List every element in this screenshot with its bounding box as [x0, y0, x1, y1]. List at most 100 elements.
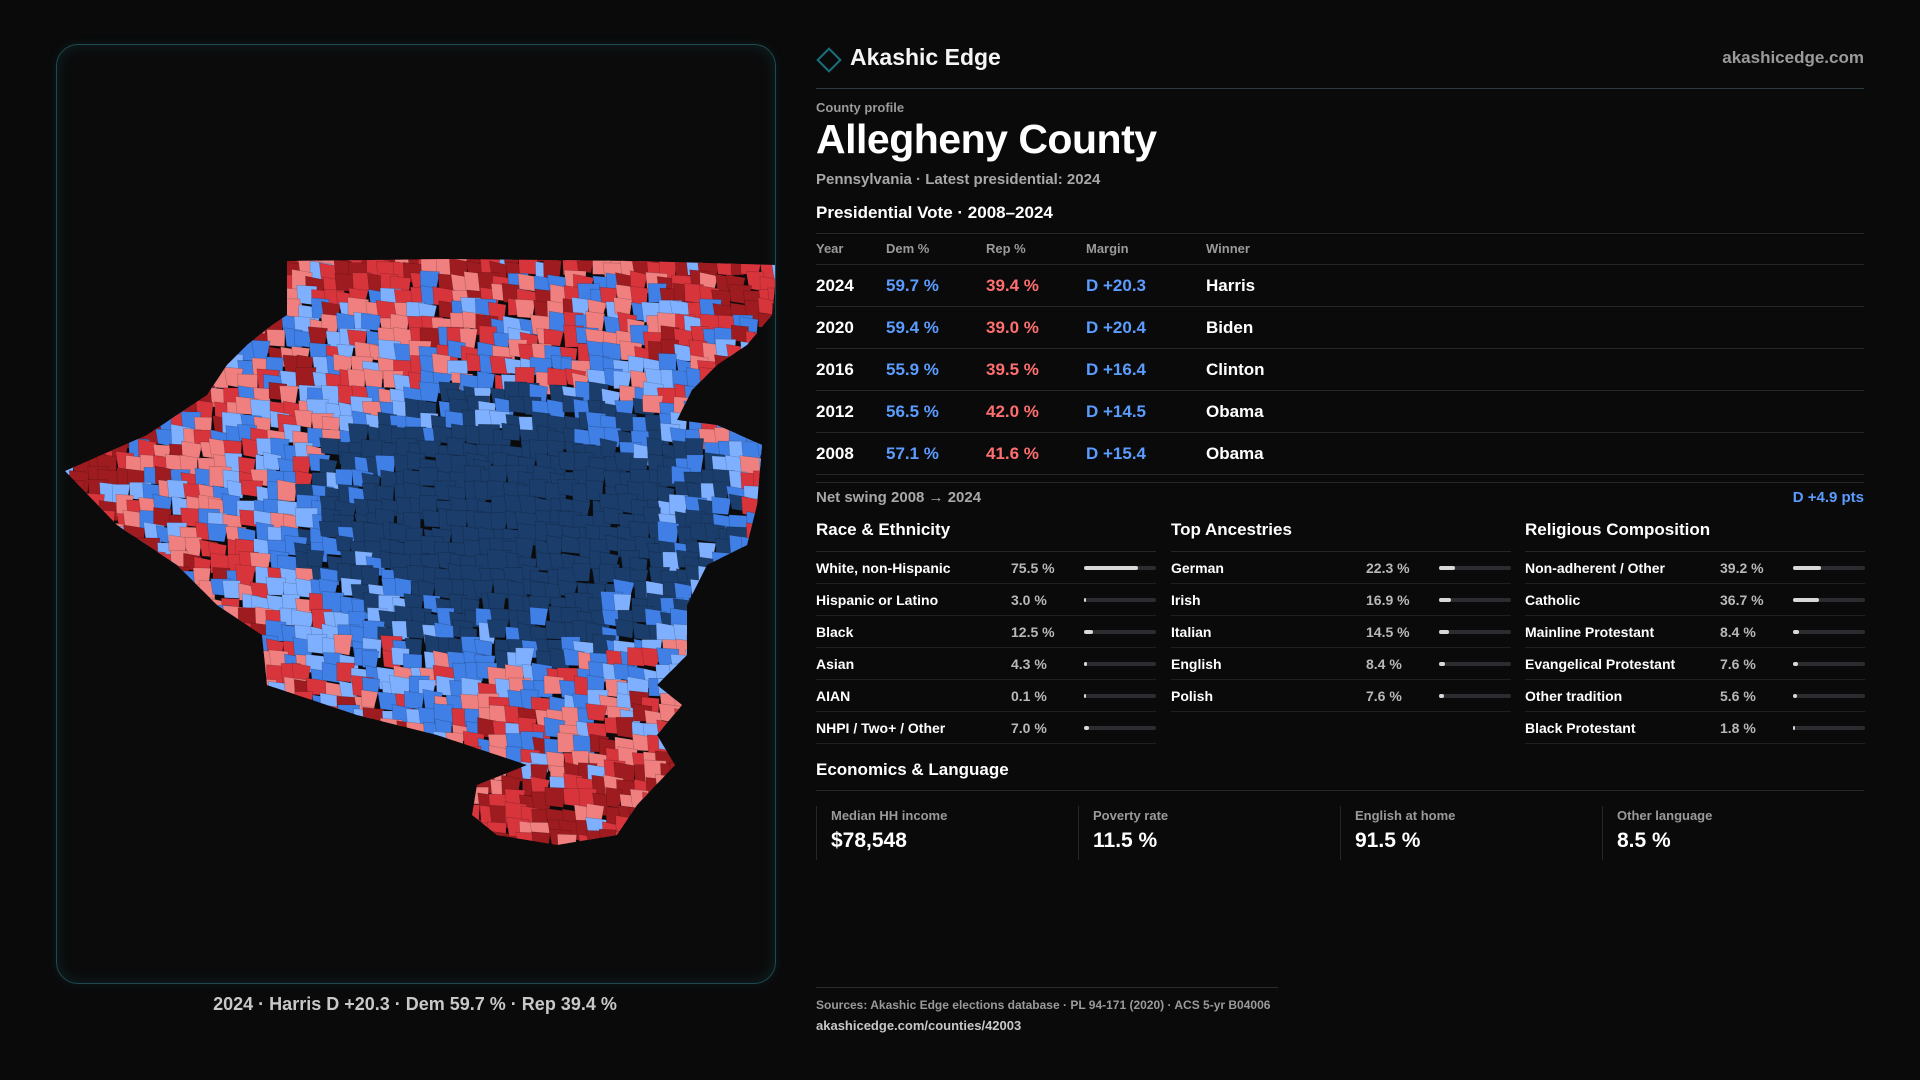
precinct-shape[interactable]	[181, 285, 201, 304]
precinct-shape[interactable]	[732, 845, 753, 866]
precinct-shape[interactable]	[336, 242, 358, 264]
precinct-shape[interactable]	[755, 553, 775, 577]
precinct-shape[interactable]	[184, 271, 203, 291]
precinct-shape[interactable]	[58, 510, 80, 530]
precinct-shape[interactable]	[771, 262, 775, 282]
precinct-shape[interactable]	[644, 863, 663, 883]
precinct-shape[interactable]	[292, 736, 316, 756]
precinct-shape[interactable]	[69, 385, 91, 405]
precinct-shape[interactable]	[421, 806, 441, 826]
precinct-shape[interactable]	[336, 835, 357, 857]
precinct-shape[interactable]	[157, 676, 178, 696]
precinct-shape[interactable]	[57, 441, 76, 459]
precinct-shape[interactable]	[99, 759, 120, 783]
precinct-shape[interactable]	[770, 507, 775, 529]
precinct-shape[interactable]	[392, 832, 413, 853]
precinct-shape[interactable]	[717, 682, 736, 703]
precinct-shape[interactable]	[115, 582, 138, 607]
precinct-shape[interactable]	[251, 808, 273, 830]
precinct-shape[interactable]	[111, 330, 132, 349]
precinct-shape[interactable]	[192, 843, 213, 863]
precinct-shape[interactable]	[740, 649, 765, 673]
precinct-shape[interactable]	[715, 860, 735, 881]
precinct-shape[interactable]	[179, 707, 203, 727]
precinct-shape[interactable]	[57, 325, 73, 345]
precinct-shape[interactable]	[771, 861, 775, 883]
precinct-shape[interactable]	[308, 704, 330, 723]
precinct-shape[interactable]	[253, 246, 273, 266]
precinct-shape[interactable]	[214, 678, 236, 699]
precinct-shape[interactable]	[355, 864, 378, 884]
precinct-shape[interactable]	[382, 792, 403, 813]
precinct-shape[interactable]	[94, 801, 117, 824]
precinct-shape[interactable]	[72, 284, 96, 305]
precinct-shape[interactable]	[81, 750, 101, 772]
precinct-shape[interactable]	[388, 820, 412, 841]
precinct-shape[interactable]	[368, 865, 388, 884]
precinct-shape[interactable]	[67, 270, 88, 290]
precinct-shape[interactable]	[490, 830, 510, 852]
precinct-shape[interactable]	[57, 580, 72, 599]
precinct-shape[interactable]	[95, 314, 116, 336]
precinct-shape[interactable]	[195, 360, 215, 384]
precinct-shape[interactable]	[729, 590, 752, 611]
precinct-shape[interactable]	[142, 356, 166, 381]
precinct-shape[interactable]	[668, 663, 691, 684]
precinct-shape[interactable]	[268, 274, 291, 298]
precinct-shape[interactable]	[142, 787, 161, 810]
precinct-shape[interactable]	[70, 606, 93, 627]
precinct-shape[interactable]	[755, 620, 775, 641]
precinct-shape[interactable]	[70, 737, 91, 756]
precinct-shape[interactable]	[365, 765, 387, 786]
precinct-shape[interactable]	[771, 605, 775, 630]
precinct-shape[interactable]	[771, 778, 775, 800]
precinct-shape[interactable]	[409, 790, 430, 813]
precinct-shape[interactable]	[254, 272, 276, 295]
precinct-shape[interactable]	[68, 564, 89, 585]
precinct-shape[interactable]	[123, 675, 142, 698]
precinct-shape[interactable]	[334, 842, 358, 860]
precinct-shape[interactable]	[659, 790, 679, 811]
precinct-shape[interactable]	[240, 284, 261, 304]
precinct-shape[interactable]	[458, 803, 480, 824]
precinct-shape[interactable]	[235, 665, 255, 688]
precinct-shape[interactable]	[139, 654, 161, 675]
precinct-shape[interactable]	[82, 565, 105, 585]
precinct-shape[interactable]	[142, 297, 166, 320]
precinct-shape[interactable]	[281, 723, 301, 742]
precinct-shape[interactable]	[295, 780, 314, 804]
precinct-shape[interactable]	[139, 284, 159, 307]
precinct-shape[interactable]	[689, 667, 711, 689]
precinct-shape[interactable]	[226, 245, 246, 268]
precinct-shape[interactable]	[337, 751, 360, 770]
precinct-shape[interactable]	[234, 759, 255, 782]
precinct-shape[interactable]	[702, 736, 724, 759]
precinct-shape[interactable]	[701, 244, 720, 262]
precinct-shape[interactable]	[57, 624, 77, 647]
precinct-shape[interactable]	[197, 622, 217, 647]
precinct-shape[interactable]	[152, 325, 174, 344]
precinct-shape[interactable]	[769, 437, 775, 460]
precinct-shape[interactable]	[102, 357, 123, 377]
precinct-shape[interactable]	[711, 633, 733, 656]
precinct-shape[interactable]	[348, 844, 370, 867]
precinct-shape[interactable]	[730, 605, 750, 629]
precinct-shape[interactable]	[768, 624, 775, 645]
precinct-shape[interactable]	[742, 703, 764, 724]
precinct-shape[interactable]	[58, 609, 78, 630]
precinct-shape[interactable]	[448, 765, 468, 788]
precinct-shape[interactable]	[772, 326, 775, 345]
precinct-shape[interactable]	[674, 830, 696, 850]
precinct-shape[interactable]	[758, 765, 775, 785]
precinct-shape[interactable]	[740, 536, 760, 560]
precinct-shape[interactable]	[57, 538, 75, 560]
precinct-shape[interactable]	[645, 807, 668, 831]
precinct-shape[interactable]	[225, 259, 244, 283]
precinct-shape[interactable]	[57, 762, 79, 784]
precinct-shape[interactable]	[319, 692, 340, 716]
precinct-shape[interactable]	[408, 779, 429, 798]
precinct-shape[interactable]	[115, 555, 135, 577]
precinct-shape[interactable]	[700, 650, 721, 674]
precinct-shape[interactable]	[729, 411, 749, 436]
precinct-shape[interactable]	[57, 647, 74, 666]
